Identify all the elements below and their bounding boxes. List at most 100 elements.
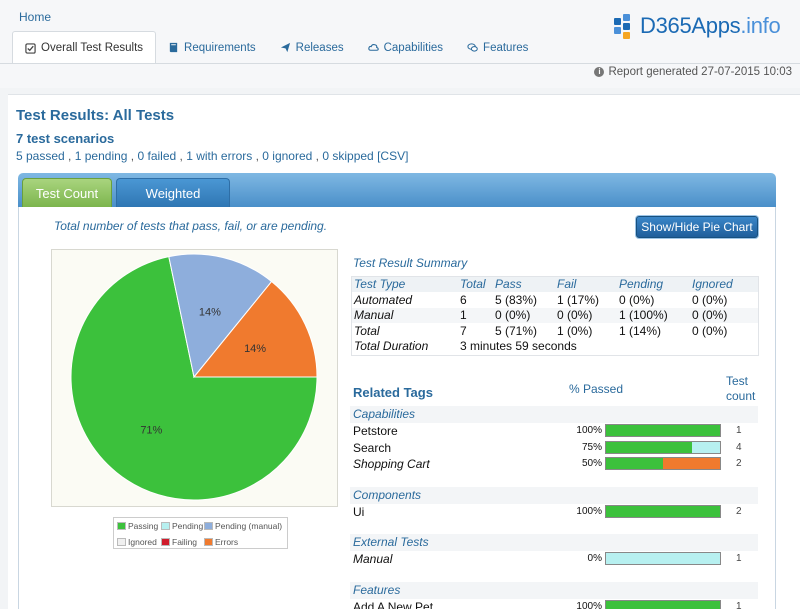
pending-count: 1 pending	[74, 149, 128, 163]
chat-icon	[467, 43, 478, 52]
home-link[interactable]: Home	[19, 10, 52, 24]
pie-chart: 71% 14% 14%	[51, 249, 338, 507]
tag-category-background	[350, 581, 758, 599]
cloud-icon	[367, 43, 379, 51]
skipped-count: 0 skipped	[322, 149, 374, 163]
legend-label: Pending (manual)	[215, 521, 283, 531]
tag-link[interactable]: Add A New Pet	[353, 599, 434, 609]
check-square-icon	[25, 42, 36, 54]
page-title: Test Results: All Tests	[16, 107, 175, 124]
failed-count: 0 failed	[137, 149, 177, 163]
toggle-pie-chart-button[interactable]: Show/Hide Pie Chart	[636, 216, 758, 238]
pie-slice-label: 14%	[199, 306, 221, 318]
pie-chart-svg: 71% 14% 14%	[70, 253, 318, 501]
pie-slice-passing	[70, 256, 318, 501]
tag-test-count: 1	[736, 600, 742, 609]
summary-cell: 5 (71%)	[495, 323, 538, 338]
tab-divider	[0, 63, 800, 64]
tag-percent: 100%	[576, 425, 602, 436]
tag-test-count: 4	[736, 441, 742, 453]
tag-test-count: 2	[736, 458, 742, 469]
tag-progress-bar	[605, 457, 721, 470]
summary-duration-row: Total Duration 3 minutes 59 seconds	[352, 339, 758, 355]
top-navigation: Home D365Apps.info Overall Test Results …	[0, 0, 800, 88]
pie-legend: Passing Pending Pending (manual) Ignored Fai…	[113, 517, 288, 549]
tab-weighted-tests[interactable]: Weighted Tests	[116, 178, 230, 230]
duration-label: Total Duration	[354, 339, 429, 354]
tag-category-background	[350, 406, 758, 423]
legend-swatch	[204, 538, 213, 546]
summary-row-label: Manual	[352, 307, 458, 323]
tag-category: Components	[353, 487, 422, 502]
passed-fill	[606, 425, 720, 436]
tag-category-background	[350, 486, 758, 504]
legend-entry: Failing	[161, 537, 197, 547]
summary-cell: 1 (14%)	[619, 323, 662, 338]
summary-row: Total 7 5 (71%) 1 (0%) 1 (14%) 0 (0%)	[352, 323, 758, 339]
tag-progress-bar	[605, 504, 721, 518]
tag-progress-bar	[605, 424, 721, 437]
summary-row: Automated 6 5 (83%) 1 (17%) 0 (0%) 0 (0%)	[352, 292, 758, 308]
tag-category: Features	[353, 582, 401, 597]
legend-swatch	[161, 522, 170, 530]
tag-category: External Tests	[353, 535, 429, 549]
tag-percent: 75%	[581, 441, 602, 453]
legend-entry: Passing	[117, 521, 158, 531]
pie-slice-errors	[192, 280, 318, 378]
tag-category: Capabilities	[353, 407, 416, 421]
passed-fill	[606, 441, 692, 453]
summary-table: Test Type Total Pass Fail Pending Ignore…	[352, 276, 758, 354]
summary-cell: 1 (17%)	[557, 292, 600, 307]
logo-square-icon	[623, 14, 630, 21]
tag-percent: 100%	[576, 505, 602, 517]
percent-passed-header: % Passed	[569, 382, 624, 396]
tag-test-count: 1	[736, 425, 742, 436]
tab-overall-test-results[interactable]: Overall Test Results	[12, 31, 157, 64]
summary-cell: 6	[460, 292, 467, 307]
legend-entry: Pending	[161, 521, 203, 531]
tag-test-count: 2	[736, 505, 742, 517]
summary-row-label: Total	[354, 323, 380, 338]
legend-label: Errors	[215, 537, 239, 547]
tag-progress-bar	[605, 440, 721, 454]
paper-plane-icon	[280, 42, 290, 53]
tab-features[interactable]: Features	[455, 31, 540, 64]
ignored-count: 0 ignored	[262, 149, 313, 163]
tab-capabilities[interactable]: Capabilities	[356, 31, 455, 64]
tag-percent: 100%	[576, 600, 602, 609]
main-tabs: Overall Test Results Requirements Releas…	[12, 31, 540, 64]
pie-slice-label: 71%	[140, 425, 162, 437]
csv-link[interactable]: [CSV]	[377, 149, 409, 163]
logo-square-icon	[623, 32, 630, 39]
tag-link[interactable]: Search	[353, 440, 392, 455]
summary-cell: 1 (100%)	[617, 307, 690, 323]
legend-swatch	[161, 538, 170, 546]
tag-link[interactable]: Petstore	[353, 424, 398, 438]
pie-slice-pending-manual	[168, 253, 273, 379]
summary-cell: 1	[458, 307, 493, 323]
summary-cell: 0 (0%)	[493, 307, 555, 323]
tab-releases[interactable]: Releases	[268, 31, 356, 64]
tab-requirements[interactable]: Requirements	[156, 31, 268, 64]
tag-percent: 50%	[581, 458, 602, 469]
scenario-count: 7 test scenarios	[16, 131, 115, 146]
tag-progress-bar	[605, 599, 721, 609]
summary-row-label: Automated	[354, 292, 413, 307]
summary-row: Manual 1 0 (0%) 0 (0%) 1 (100%) 0 (0%)	[352, 307, 758, 323]
legend-entry: Pending (manual)	[204, 521, 282, 531]
logo-square-icon	[614, 27, 621, 34]
summary-cell: 7	[460, 323, 467, 338]
summary-cell: 0 (0%)	[692, 292, 728, 307]
panel-description: Total number of tests that pass, fail, o…	[54, 219, 328, 233]
error-fill	[663, 458, 720, 469]
summary-cell: 5 (83%)	[495, 292, 538, 307]
tag-link[interactable]: Shopping Cart	[353, 457, 430, 471]
tag-link[interactable]: Manual	[353, 552, 393, 566]
tab-test-count[interactable]: Test Count	[22, 178, 112, 207]
summary-header-row: Test Type Total Pass Fail Pending Ignore…	[352, 276, 758, 292]
legend-swatch	[117, 538, 126, 546]
passed-fill	[606, 458, 663, 469]
passed-fill	[606, 505, 720, 517]
tag-link[interactable]: Ui	[353, 504, 365, 519]
passed-count: 5 passed	[16, 149, 65, 163]
